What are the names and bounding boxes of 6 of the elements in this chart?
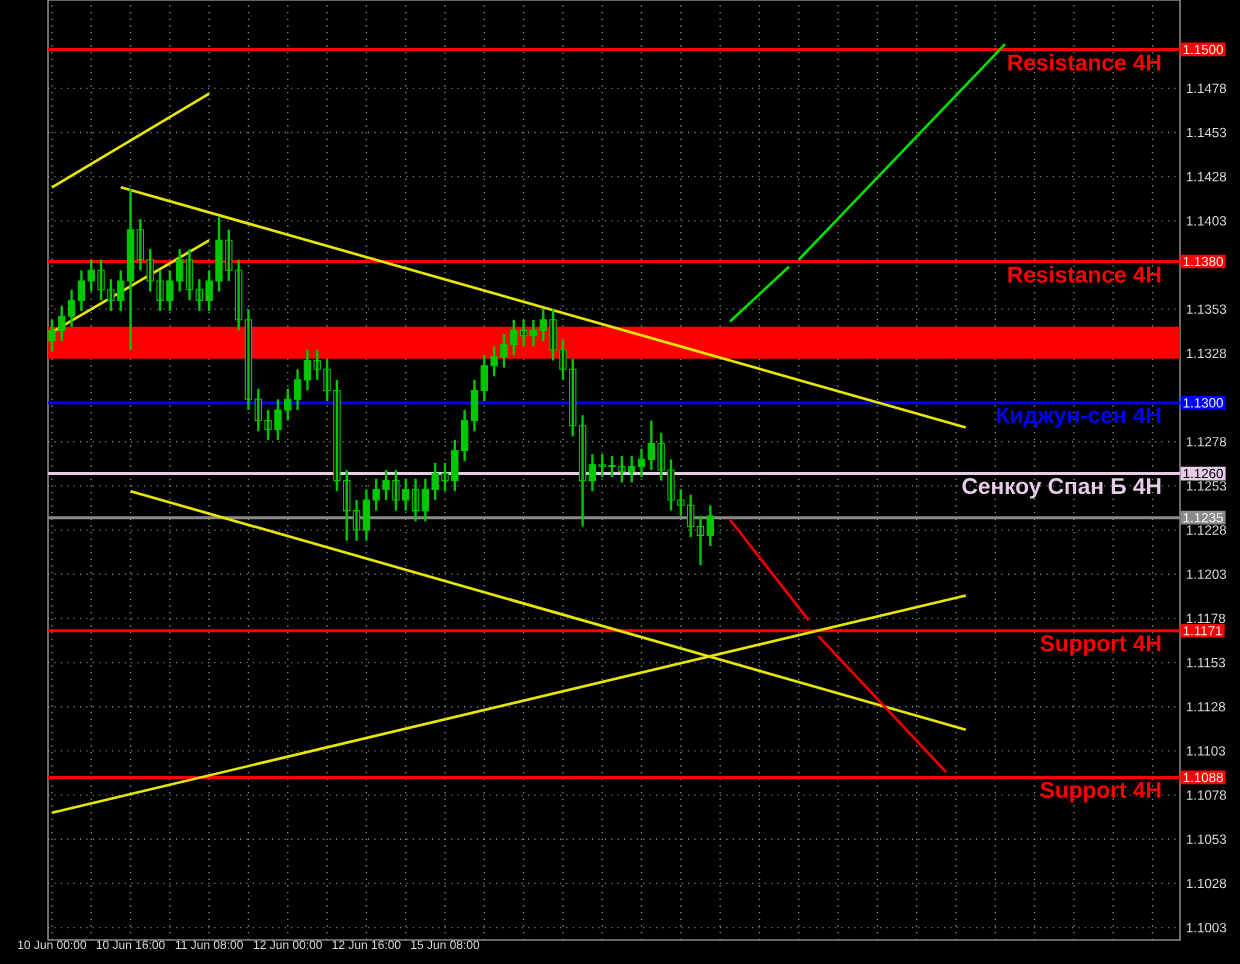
ref-line-label: Resistance 4H bbox=[1008, 53, 1161, 71]
ref-line-label: Сенкоу Спан Б 4H bbox=[962, 478, 1161, 499]
ref-line-label: Resistance 4H bbox=[1008, 266, 1161, 283]
ref-line-label: Support 4H bbox=[1040, 635, 1161, 656]
ref-line-label: Support 4H bbox=[1040, 781, 1161, 803]
ref-line-label: Киджун-сен 4H bbox=[997, 407, 1161, 428]
